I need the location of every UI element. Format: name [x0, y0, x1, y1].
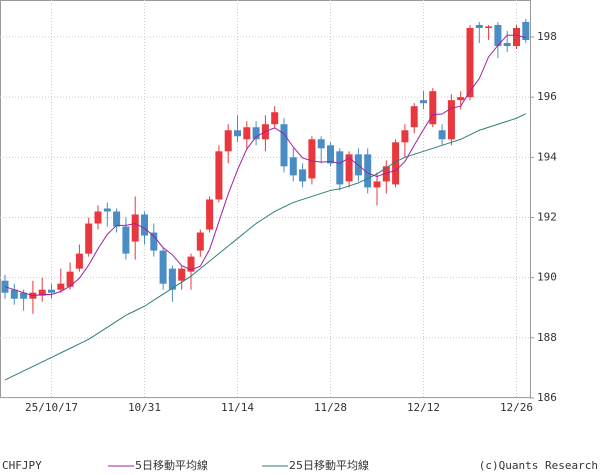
- candle-body: [224, 130, 232, 152]
- candle-body: [271, 112, 279, 125]
- candle-body: [178, 268, 186, 281]
- candle-body: [75, 253, 83, 269]
- legend-label: 25日移動平均線: [289, 458, 369, 472]
- y-tick-label: 196: [537, 90, 557, 103]
- candle-body: [308, 139, 316, 179]
- candle-body: [252, 127, 260, 140]
- candle-body: [20, 292, 28, 299]
- candle-body: [131, 214, 139, 242]
- x-tick-label: 25/10/17: [25, 401, 78, 414]
- candle-body: [196, 232, 204, 251]
- candle-body: [299, 169, 307, 182]
- x-tick-label: 11/28: [314, 401, 347, 414]
- x-tick-label: 12/12: [407, 401, 440, 414]
- candle-body: [392, 142, 400, 185]
- candle-body: [94, 211, 102, 224]
- candle-body: [141, 214, 148, 236]
- y-tick-label: 186: [537, 391, 557, 404]
- candle-body: [10, 289, 18, 299]
- x-tick-label: 11/14: [221, 401, 254, 414]
- candle-body: [447, 100, 455, 140]
- moving-average-line: [4, 113, 527, 381]
- candle-body: [382, 166, 390, 182]
- candle-body: [494, 24, 502, 47]
- candle-body: [122, 226, 130, 254]
- candle-body: [485, 26, 493, 28]
- candle-body: [113, 211, 121, 227]
- candle-body: [38, 289, 46, 296]
- candle-body: [85, 223, 93, 254]
- moving-average-line: [4, 34, 526, 297]
- candle-body: [429, 91, 437, 125]
- legend-label: 5日移動平均線: [135, 458, 208, 472]
- candle-body: [420, 100, 427, 104]
- candle-body: [103, 208, 111, 212]
- candle-body: [289, 157, 297, 176]
- y-tick-label: 190: [537, 271, 557, 284]
- candle-body: [168, 268, 176, 290]
- plot-frame: [0, 0, 531, 398]
- candle-body: [243, 127, 251, 140]
- candle-body: [187, 256, 195, 272]
- candle-body: [522, 21, 530, 41]
- y-tick-label: 192: [537, 211, 557, 224]
- candle-body: [457, 97, 465, 101]
- candle-body: [475, 24, 483, 28]
- candle-body: [66, 271, 74, 287]
- candle-body: [503, 43, 511, 47]
- candle-body: [336, 151, 344, 185]
- candle-body: [401, 130, 409, 143]
- candle-body: [280, 124, 288, 167]
- candle-body: [234, 130, 241, 137]
- y-tick-label: 194: [537, 150, 557, 163]
- candle-body: [438, 130, 446, 140]
- candle-body: [364, 154, 372, 188]
- candle-body: [513, 27, 520, 47]
- candle-body: [215, 151, 223, 200]
- y-tick-label: 198: [537, 30, 557, 43]
- candle-body: [410, 106, 418, 128]
- candle-body: [206, 199, 214, 230]
- candle-body: [317, 139, 325, 149]
- credit: (c)Quants Research: [479, 459, 598, 472]
- y-tick-label: 188: [537, 331, 557, 344]
- chart-title: CHFJPY: [2, 459, 42, 472]
- candle-body: [57, 283, 65, 290]
- x-tick-label: 10/31: [128, 401, 161, 414]
- candle-body: [373, 181, 381, 188]
- candle-body: [159, 250, 167, 284]
- x-tick-label: 12/26: [500, 401, 533, 414]
- candle-body: [48, 289, 55, 293]
- candle-body: [345, 154, 353, 182]
- candle-body: [327, 145, 334, 164]
- candle-body: [150, 232, 158, 251]
- candle-body: [466, 27, 474, 98]
